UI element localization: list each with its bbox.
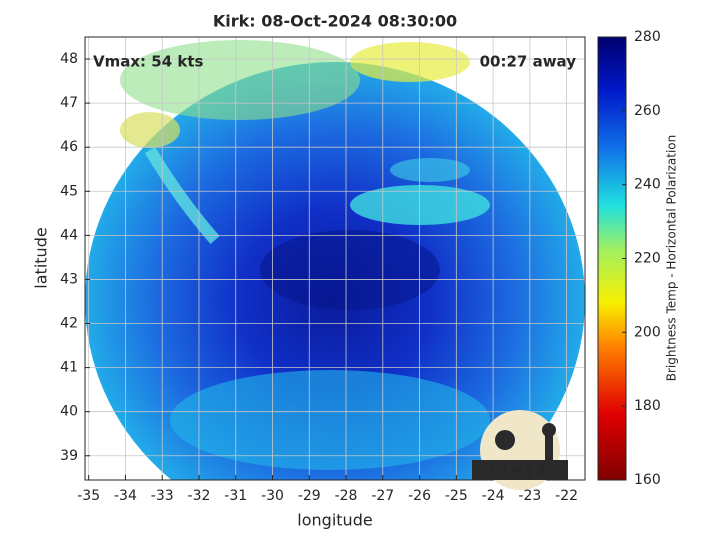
y-tick-label: 47: [60, 95, 78, 111]
x-tick-label: -29: [298, 488, 321, 504]
y-axis-label: latitude: [32, 227, 51, 288]
y-tick-label: 40: [60, 404, 78, 420]
x-tick-label: -35: [77, 488, 100, 504]
x-tick-label: -25: [445, 488, 468, 504]
colorbar-label: Brightness Temp - Horizontal Polarizatio…: [665, 135, 679, 382]
x-tick-label: -22: [555, 488, 578, 504]
x-tick-label: -23: [518, 488, 541, 504]
time-away: 00:27 away: [480, 53, 577, 71]
colorbar: [597, 36, 627, 481]
colorbar-tick-label: 160: [634, 472, 661, 488]
x-tick-label: -24: [482, 488, 505, 504]
satellite-image: [85, 40, 585, 480]
y-tick-label: 46: [60, 139, 78, 155]
x-tick-label: -33: [151, 488, 174, 504]
x-tick-label: -31: [224, 488, 247, 504]
x-tick-label: -26: [408, 488, 431, 504]
x-tick-label: -34: [114, 488, 137, 504]
y-tick-label: 43: [60, 271, 78, 287]
y-tick-label: 44: [60, 227, 78, 243]
vmax-label: Vmax: 54 kts: [93, 53, 203, 71]
y-tick-label: 45: [60, 183, 78, 199]
x-tick-label: -27: [371, 488, 394, 504]
y-tick-label: 48: [60, 51, 78, 67]
title: Kirk: 08-Oct-2024 08:30:00: [213, 12, 457, 31]
logo: CIMSS: [472, 410, 568, 490]
y-tick-label: 42: [60, 316, 78, 332]
colorbar-tick-label: 260: [634, 103, 661, 119]
y-tick-label: 39: [60, 448, 78, 464]
colorbar-tick-label: 200: [634, 324, 661, 340]
plot-frame: [84, 36, 586, 481]
logo-text: CIMSS: [491, 464, 549, 477]
x-tick-label: -30: [261, 488, 284, 504]
colorbar-tick-label: 180: [634, 398, 661, 414]
colorbar-tick-label: 240: [634, 177, 661, 193]
x-tick-label: -28: [335, 488, 358, 504]
grid: [85, 37, 585, 480]
y-tick-label: 41: [60, 360, 78, 376]
x-tick-label: -32: [188, 488, 211, 504]
colorbar-tick-label: 220: [634, 251, 661, 267]
colorbar-tick-label: 280: [634, 29, 661, 45]
x-axis-label: longitude: [297, 511, 372, 530]
